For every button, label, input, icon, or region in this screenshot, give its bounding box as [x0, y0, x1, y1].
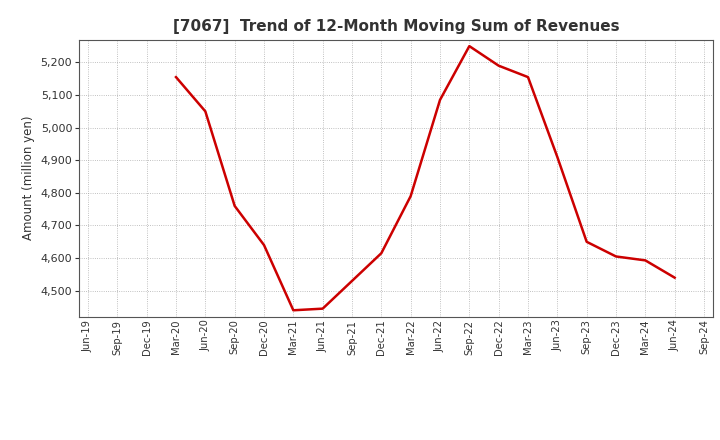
- Title: [7067]  Trend of 12-Month Moving Sum of Revenues: [7067] Trend of 12-Month Moving Sum of R…: [173, 19, 619, 34]
- Y-axis label: Amount (million yen): Amount (million yen): [22, 116, 35, 240]
